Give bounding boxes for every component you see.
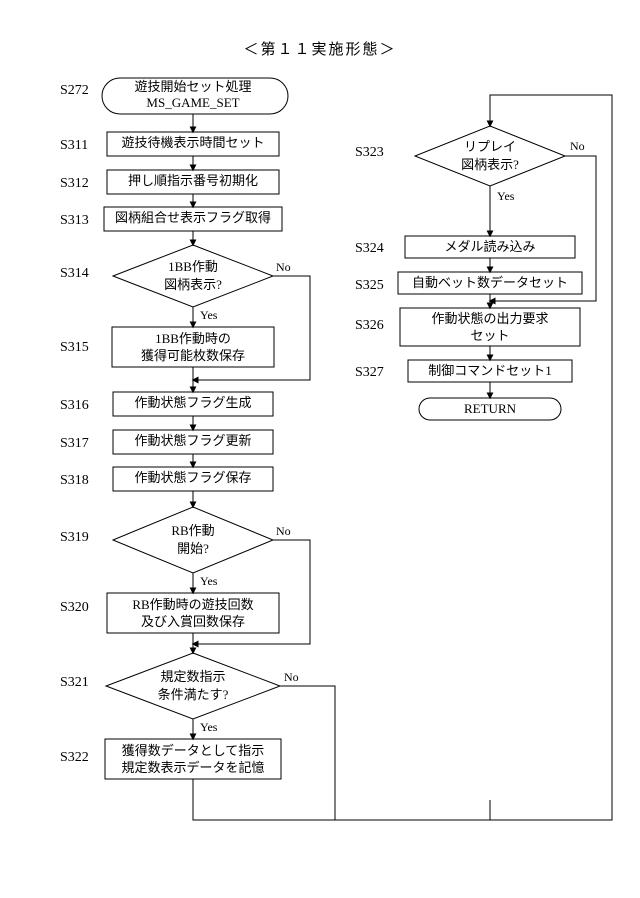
txt-b320l2: 及び入賞回数保存 bbox=[141, 614, 245, 629]
sid-s315: S315 bbox=[60, 340, 89, 356]
txt-b317: 作動状態フラグ更新 bbox=[134, 433, 251, 448]
sid-s311: S311 bbox=[60, 138, 88, 154]
lbl-s319-yes: Yes bbox=[200, 574, 218, 588]
sid-s317: S317 bbox=[60, 436, 89, 452]
txt-b322l1: 獲得数データとして指示 bbox=[122, 743, 265, 758]
txt-return: RETURN bbox=[464, 401, 517, 416]
lbl-s321-no: No bbox=[284, 670, 299, 684]
sid-s314: S314 bbox=[60, 266, 89, 282]
txt-b326l1: 作動状態の出力要求 bbox=[431, 311, 548, 326]
lbl-s314-yes: Yes bbox=[200, 308, 218, 322]
sid-s318: S318 bbox=[60, 473, 89, 489]
sid-s325: S325 bbox=[355, 278, 384, 294]
txt-b319l1: RB作動 bbox=[171, 523, 214, 538]
txt-b311: 遊技待機表示時間セット bbox=[121, 135, 264, 150]
lbl-s323-yes: Yes bbox=[497, 189, 515, 203]
page-title: ＜第１１実施形態＞ bbox=[0, 38, 640, 59]
lbl-s314-no: No bbox=[276, 260, 291, 274]
sid-s324: S324 bbox=[355, 241, 384, 257]
txt-b318: 作動状態フラグ保存 bbox=[134, 470, 251, 485]
txt-b315l2: 獲得可能枚数保存 bbox=[141, 348, 245, 363]
txt-b321l1: 規定数指示 bbox=[160, 669, 225, 684]
txt-b313: 図柄組合せ表示フラグ取得 bbox=[115, 210, 271, 225]
txt-b321l2: 条件満たす? bbox=[158, 687, 229, 702]
txt-b319l2: 開始? bbox=[177, 541, 209, 556]
txt-b323l1: リプレイ bbox=[464, 139, 516, 154]
sid-s327: S327 bbox=[355, 365, 384, 381]
txt-b315l1: 1BB作動時の bbox=[155, 331, 231, 346]
txt-b327: 制御コマンドセット1 bbox=[428, 363, 552, 378]
lbl-s321-yes: Yes bbox=[200, 720, 218, 734]
txt-b326l2: セット bbox=[470, 328, 509, 343]
sid-s322: S322 bbox=[60, 750, 89, 766]
sid-s313: S313 bbox=[60, 213, 89, 229]
txt-b272l2: MS_GAME_SET bbox=[146, 95, 239, 110]
txt-b322l2: 規定数表示データを記憶 bbox=[121, 760, 264, 775]
txt-b316: 作動状態フラグ生成 bbox=[134, 395, 251, 410]
txt-b320l1: RB作動時の遊技回数 bbox=[132, 597, 253, 612]
txt-b323l2: 図柄表示? bbox=[461, 157, 519, 172]
txt-b272l1: 遊技開始セット処理 bbox=[134, 79, 251, 94]
txt-b312: 押し順指示番号初期化 bbox=[128, 173, 258, 188]
txt-b325: 自動ベット数データセット bbox=[412, 275, 568, 290]
sid-s320: S320 bbox=[60, 600, 89, 616]
flowchart: 遊技開始セット処理 MS_GAME_SET 遊技待機表示時間セット 押し順指示番… bbox=[0, 0, 640, 898]
sid-s272: S272 bbox=[60, 83, 89, 99]
sid-s312: S312 bbox=[60, 176, 89, 192]
lbl-s323-no: No bbox=[570, 139, 585, 153]
sid-s319: S319 bbox=[60, 530, 89, 546]
txt-b314l2: 図柄表示? bbox=[164, 277, 222, 292]
txt-b324: メダル読み込み bbox=[444, 239, 535, 254]
sid-s321: S321 bbox=[60, 675, 89, 691]
sid-s326: S326 bbox=[355, 318, 384, 334]
txt-b314l1: 1BB作動 bbox=[168, 259, 218, 274]
sid-s323: S323 bbox=[355, 145, 384, 161]
lbl-s319-no: No bbox=[276, 524, 291, 538]
sid-s316: S316 bbox=[60, 398, 89, 414]
